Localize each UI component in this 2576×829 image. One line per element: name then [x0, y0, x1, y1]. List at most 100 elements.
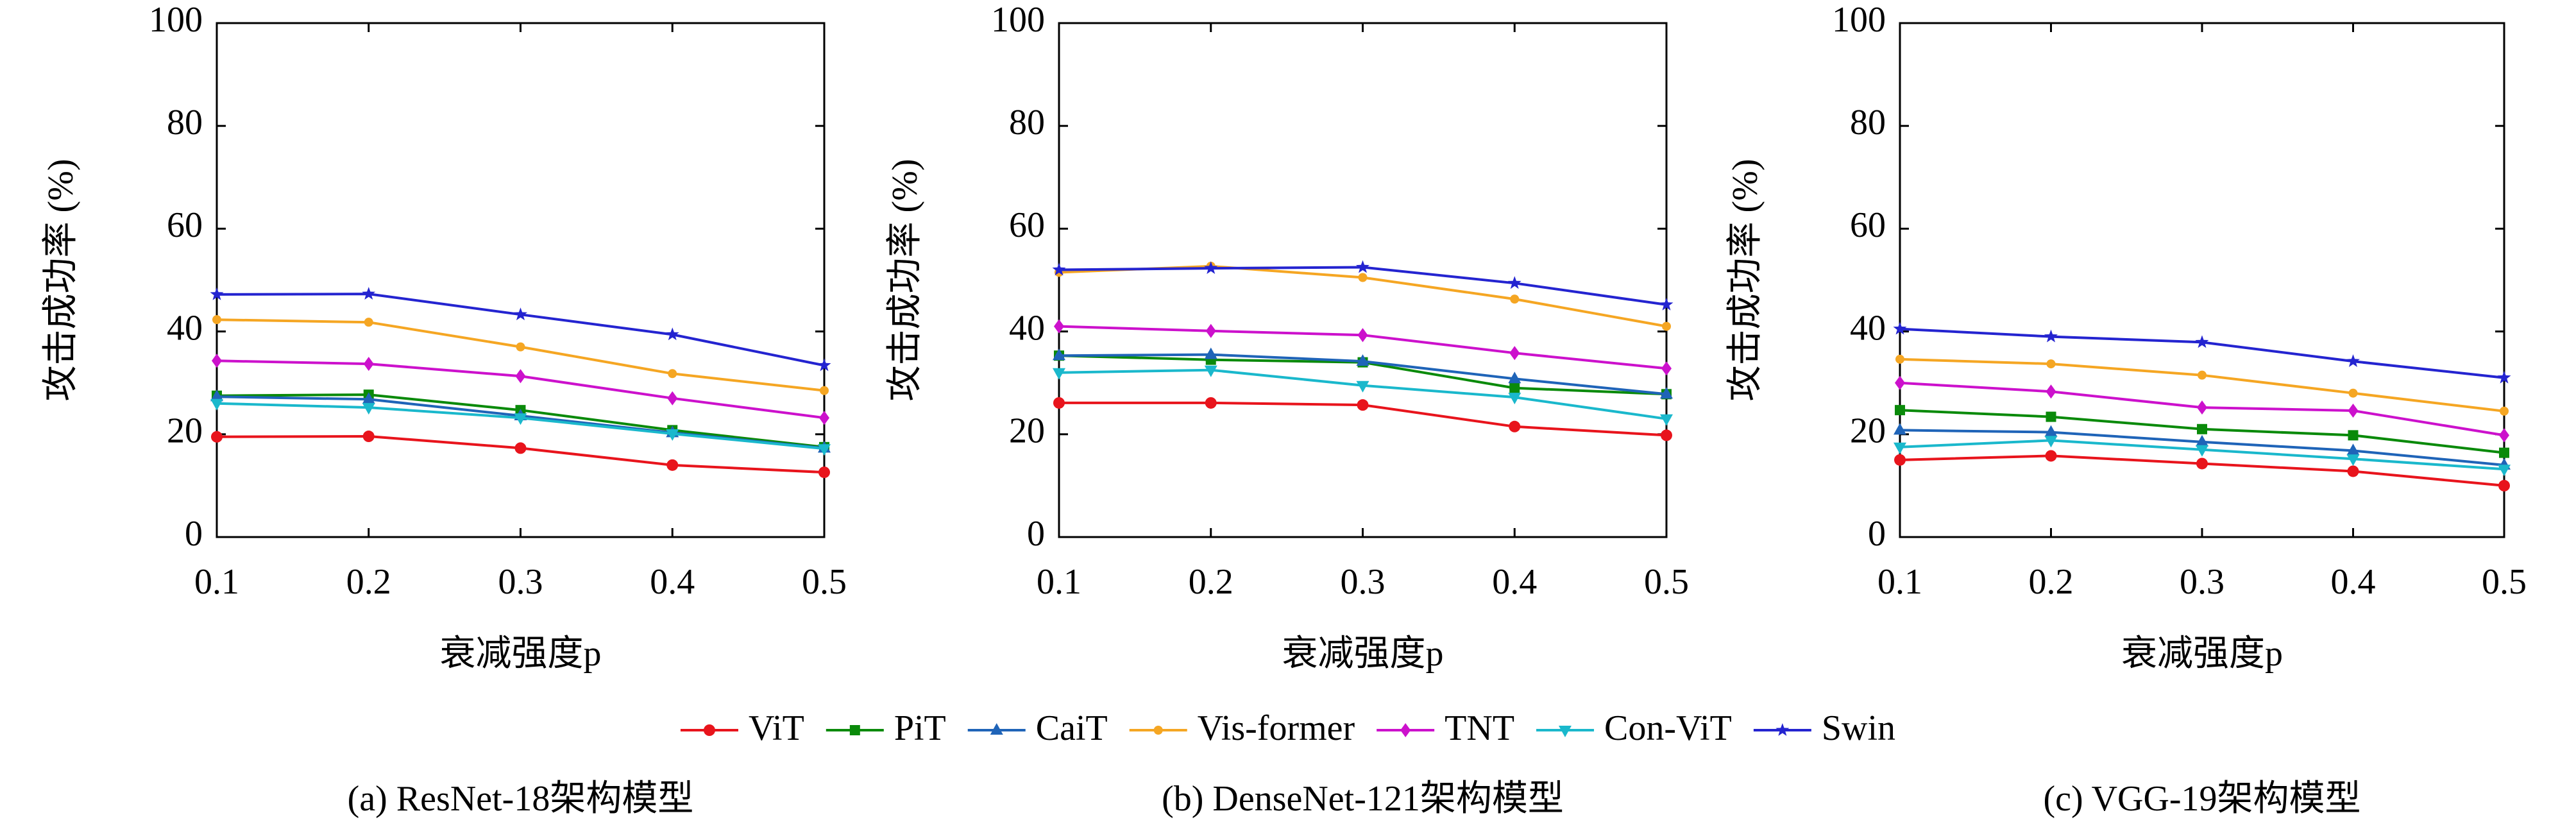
- marker: [514, 413, 527, 425]
- marker: [2196, 457, 2208, 470]
- marker: [1204, 261, 1218, 274]
- marker: [1895, 405, 1905, 416]
- y-tick-label: 60: [1850, 205, 1886, 245]
- marker: [1660, 387, 1673, 399]
- marker: [362, 431, 375, 443]
- subplot-title: (a) ResNet-18架构模型: [348, 779, 694, 819]
- marker: [363, 357, 374, 372]
- marker: [516, 342, 525, 352]
- y-tick-label: 80: [1009, 103, 1045, 142]
- marker: [2499, 447, 2509, 458]
- legend-label: CaiT: [1036, 708, 1108, 748]
- x-tick-label: 0.3: [1341, 562, 1385, 602]
- marker: [818, 444, 831, 456]
- marker: [1895, 354, 1904, 364]
- marker: [703, 724, 715, 736]
- marker: [2197, 423, 2207, 434]
- marker: [1400, 723, 1411, 737]
- subplot-title: (b) DenseNet-121架构模型: [1162, 779, 1564, 819]
- y-tick-label: 40: [167, 308, 203, 348]
- plot-frame: [216, 22, 826, 538]
- y-tick-label: 0: [1027, 514, 1045, 554]
- marker: [1358, 273, 1368, 282]
- x-tick-label: 0.4: [1492, 562, 1537, 602]
- marker: [1660, 414, 1673, 426]
- marker: [362, 287, 376, 300]
- marker: [2348, 404, 2359, 418]
- marker: [1508, 372, 1521, 384]
- marker: [2497, 370, 2511, 384]
- series-line: [1058, 368, 1667, 420]
- marker: [362, 392, 375, 404]
- legend-label: Con-ViT: [1604, 708, 1732, 748]
- marker: [2197, 400, 2207, 415]
- marker: [210, 287, 224, 300]
- marker: [514, 307, 527, 321]
- y-tick-label: 40: [1009, 308, 1045, 348]
- x-axis-label: 衰减强度p: [2121, 634, 2283, 674]
- marker: [2346, 454, 2360, 466]
- y-tick-label: 80: [1850, 103, 1886, 142]
- marker: [1507, 276, 1521, 289]
- marker: [1509, 346, 1520, 361]
- x-axis-label: 衰减强度p: [440, 634, 602, 674]
- marker: [2195, 335, 2209, 348]
- marker: [990, 723, 1003, 735]
- marker: [1054, 319, 1064, 334]
- marker: [666, 429, 679, 441]
- x-tick-label: 0.5: [1644, 562, 1689, 602]
- marker: [818, 466, 830, 479]
- marker: [1895, 375, 1905, 390]
- legend: ViT PiT CaiT Vis-former TNT Con-ViT Swin: [680, 708, 1895, 748]
- marker: [665, 327, 679, 341]
- marker: [1356, 260, 1369, 273]
- y-axis-label: 攻击成功率 (%): [885, 159, 925, 402]
- marker: [849, 725, 860, 735]
- x-tick-label: 0.1: [1877, 562, 1922, 602]
- marker: [1052, 262, 1066, 276]
- marker: [211, 431, 223, 443]
- marker: [1661, 429, 1672, 441]
- marker: [1053, 397, 1065, 409]
- marker: [2346, 443, 2360, 456]
- marker: [820, 386, 829, 395]
- marker: [364, 318, 373, 327]
- y-tick-label: 0: [185, 514, 203, 554]
- series-line: [1058, 266, 1667, 306]
- x-axis-label: 衰减强度p: [1282, 634, 1444, 674]
- marker: [1053, 348, 1065, 361]
- legend-label: ViT: [749, 708, 804, 748]
- marker: [2498, 479, 2510, 491]
- series-line: [216, 434, 825, 474]
- legend-label: PiT: [894, 708, 946, 748]
- marker: [2046, 384, 2056, 399]
- marker: [668, 369, 677, 379]
- x-tick-label: 0.5: [2482, 562, 2527, 602]
- marker: [819, 411, 829, 425]
- x-tick-label: 0.2: [346, 562, 391, 602]
- x-tick-label: 0.2: [2029, 562, 2074, 602]
- marker: [1894, 442, 1906, 454]
- y-tick-label: 60: [1009, 205, 1045, 245]
- marker: [1509, 420, 1521, 432]
- marker: [2046, 359, 2056, 369]
- marker: [2498, 465, 2511, 477]
- y-axis-label: 攻击成功率 (%): [41, 159, 81, 402]
- x-tick-label: 0.3: [498, 562, 543, 602]
- marker: [515, 369, 526, 384]
- marker: [514, 442, 527, 454]
- y-tick-label: 20: [1009, 411, 1045, 451]
- marker: [2044, 425, 2058, 437]
- series-line: [216, 293, 825, 367]
- marker: [2046, 411, 2056, 422]
- y-tick-label: 100: [991, 0, 1045, 40]
- marker: [2500, 406, 2509, 416]
- y-tick-label: 80: [167, 103, 203, 142]
- marker: [1204, 347, 1217, 359]
- marker: [1894, 454, 1906, 466]
- marker: [362, 403, 375, 415]
- y-tick-label: 100: [1832, 0, 1886, 40]
- x-tick-label: 0.1: [194, 562, 239, 602]
- legend-label: Swin: [1822, 708, 1895, 748]
- marker: [1775, 723, 1790, 736]
